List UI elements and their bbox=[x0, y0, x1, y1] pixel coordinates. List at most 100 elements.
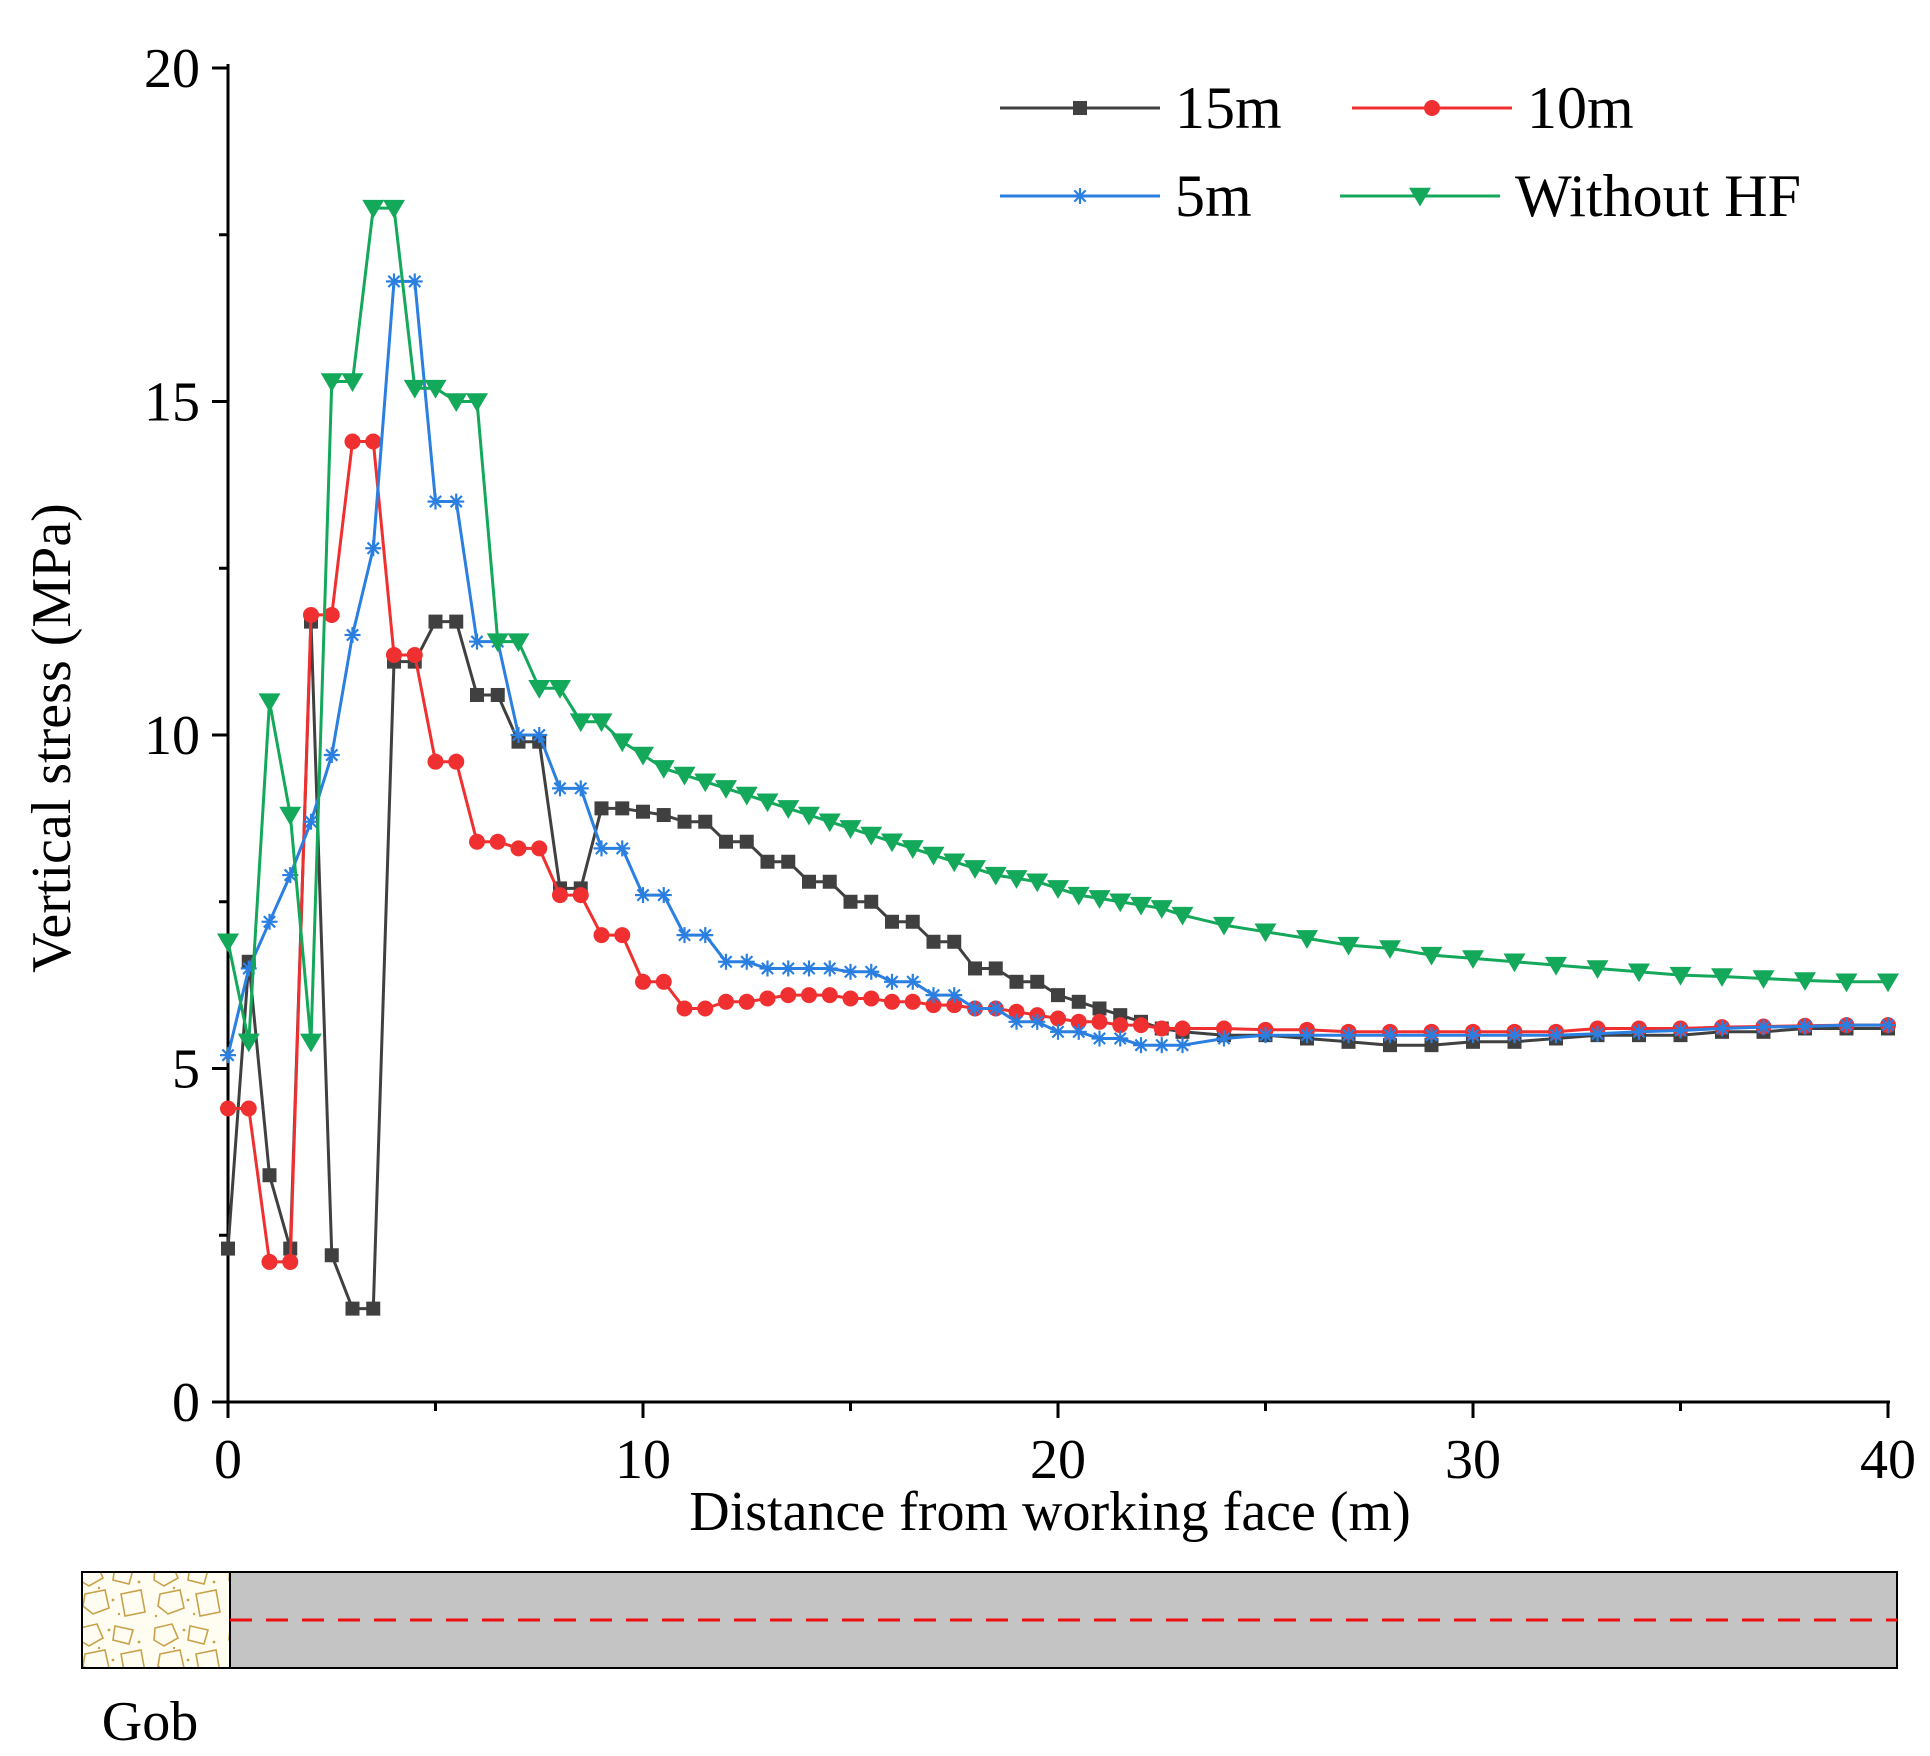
data-point bbox=[406, 273, 423, 290]
data-point bbox=[1091, 1013, 1108, 1030]
data-point bbox=[984, 866, 1007, 886]
data-point bbox=[988, 961, 1003, 976]
data-point bbox=[1174, 1020, 1191, 1037]
data-point bbox=[968, 961, 982, 976]
data-point bbox=[946, 987, 963, 1004]
data-point bbox=[614, 927, 631, 944]
data-point bbox=[860, 826, 883, 846]
data-point bbox=[1008, 1013, 1025, 1030]
data-point bbox=[300, 1033, 322, 1053]
data-point bbox=[365, 433, 382, 450]
series-line bbox=[226, 279, 1888, 1056]
data-point bbox=[719, 834, 733, 849]
data-point bbox=[947, 934, 962, 949]
data-point bbox=[261, 913, 278, 930]
data-point bbox=[1071, 994, 1086, 1009]
data-point bbox=[386, 273, 402, 290]
data-point bbox=[466, 393, 488, 412]
data-point bbox=[427, 493, 444, 510]
data-point bbox=[1382, 1027, 1398, 1044]
data-point bbox=[715, 780, 737, 799]
data-point bbox=[632, 746, 654, 766]
axes: 0 10 20 30 40 0 5 10 15 20 bbox=[144, 38, 1916, 1491]
x-tick-label: 10 bbox=[615, 1429, 671, 1491]
data-point bbox=[1379, 940, 1401, 959]
data-point bbox=[303, 606, 319, 623]
gob-block bbox=[81, 1571, 231, 1669]
data-point bbox=[590, 713, 613, 733]
data-point bbox=[759, 990, 776, 1007]
data-point bbox=[987, 1000, 1004, 1017]
data-point bbox=[1835, 973, 1858, 993]
data-point bbox=[611, 733, 634, 753]
data-point bbox=[1337, 936, 1360, 956]
data-point bbox=[777, 800, 800, 819]
data-point bbox=[448, 493, 465, 510]
legend-item-5m: 5m bbox=[1000, 163, 1252, 229]
legend-swatch-marker bbox=[1072, 188, 1088, 204]
data-point bbox=[1880, 1017, 1896, 1034]
legend-item-10m: 10m bbox=[1352, 75, 1634, 141]
data-point bbox=[635, 973, 651, 990]
series-layer bbox=[217, 199, 1899, 1316]
data-point bbox=[676, 927, 693, 944]
x-tick-label: 0 bbox=[214, 1429, 242, 1491]
data-point bbox=[1465, 1027, 1481, 1044]
y-tick-label: 5 bbox=[172, 1039, 200, 1101]
data-point bbox=[1088, 890, 1111, 909]
data-point bbox=[1030, 974, 1045, 989]
data-point bbox=[1589, 1025, 1606, 1042]
data-point bbox=[1133, 1037, 1149, 1054]
data-point bbox=[1150, 900, 1173, 919]
data-point bbox=[926, 934, 941, 949]
data-point bbox=[344, 626, 361, 643]
y-tick-label: 15 bbox=[144, 372, 200, 434]
data-point bbox=[904, 973, 921, 990]
data-point bbox=[507, 633, 530, 653]
data-point bbox=[673, 766, 696, 786]
data-point bbox=[1216, 1030, 1232, 1047]
data-point bbox=[448, 753, 465, 770]
data-point bbox=[1067, 886, 1090, 906]
data-point bbox=[925, 987, 942, 1004]
data-point bbox=[1296, 930, 1318, 949]
data-point bbox=[1545, 956, 1567, 976]
data-point bbox=[572, 780, 589, 797]
data-point bbox=[1008, 1003, 1025, 1020]
data-point bbox=[549, 680, 571, 699]
data-point bbox=[801, 960, 817, 977]
data-point bbox=[552, 887, 568, 904]
data-point bbox=[366, 1301, 381, 1316]
data-point bbox=[922, 846, 945, 866]
data-point bbox=[614, 840, 631, 857]
data-point bbox=[818, 813, 841, 833]
data-point bbox=[1050, 1023, 1066, 1040]
data-point bbox=[1383, 1038, 1397, 1053]
data-point bbox=[406, 646, 423, 663]
data-point bbox=[863, 990, 880, 1007]
legend-label: 15m bbox=[1175, 75, 1282, 141]
data-point bbox=[881, 833, 903, 853]
data-point bbox=[510, 727, 527, 743]
series-10m bbox=[220, 433, 1896, 1270]
data-point bbox=[1299, 1027, 1315, 1044]
data-point bbox=[1340, 1027, 1357, 1044]
data-point bbox=[655, 973, 672, 990]
legend-item-15m: 15m bbox=[1000, 75, 1282, 141]
data-point bbox=[320, 373, 343, 392]
data-point bbox=[528, 680, 551, 699]
data-point bbox=[925, 997, 942, 1014]
data-point bbox=[697, 1000, 714, 1017]
data-point bbox=[652, 760, 675, 779]
data-point bbox=[344, 433, 361, 450]
data-point bbox=[1171, 906, 1194, 926]
data-point bbox=[217, 933, 239, 953]
data-point bbox=[531, 727, 548, 743]
data-point bbox=[1070, 1013, 1087, 1030]
data-point bbox=[323, 606, 340, 623]
data-point bbox=[386, 646, 402, 663]
data-point bbox=[821, 987, 838, 1004]
legend-item-without-hf: Without HF bbox=[1340, 163, 1801, 229]
data-point bbox=[1133, 1017, 1149, 1034]
data-point bbox=[615, 801, 630, 816]
